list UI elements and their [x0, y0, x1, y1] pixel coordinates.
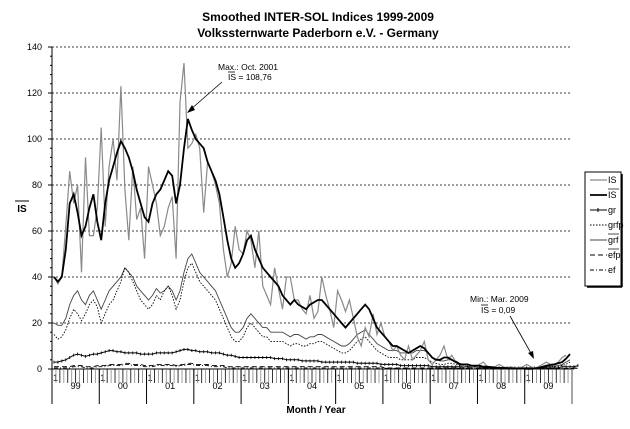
max-annotation-line2: IS = 108,76	[228, 72, 272, 82]
min-annotation-line2: IS = 0,09	[481, 305, 516, 315]
legend-label-grfp: grfp	[608, 220, 624, 230]
min-annotation-line1: Min.: Mar. 2009	[470, 294, 529, 304]
x-year-label: 08	[496, 381, 506, 391]
y-tick-label: 0	[37, 364, 42, 374]
series-group	[53, 63, 579, 370]
x-year-label: 09	[543, 381, 553, 391]
x-year-label: 02	[212, 381, 222, 391]
x-year-label: 00	[118, 381, 128, 391]
chart-title: Smoothed INTER-SOL Indices 1999-2009	[202, 10, 434, 24]
x-month-label: 1	[384, 373, 389, 383]
min-arrow-line	[509, 315, 533, 356]
series-line-is-smoothed	[53, 118, 571, 370]
chart-subtitle: Volkssternwarte Paderborn e.V. - Germany	[197, 26, 439, 40]
x-month-label: 1	[53, 373, 58, 383]
x-month-label: 1	[148, 373, 153, 383]
annotations: Max.: Oct. 2001 IS = 108,76 Min.: Mar. 2…	[187, 62, 534, 359]
legend-label-ef: ef	[608, 265, 616, 275]
max-annotation-line1: Max.: Oct. 2001	[218, 62, 278, 72]
x-year-label: 99	[71, 381, 81, 391]
legend-label-is: IS	[608, 175, 617, 185]
y-tick-label: 40	[32, 272, 42, 282]
y-axis-label: IS	[17, 204, 27, 215]
legend-label-gr: gr	[608, 205, 616, 215]
y-tick-label: 100	[27, 134, 42, 144]
x-year-label: 03	[260, 381, 270, 391]
legend-label-grf: grf	[608, 235, 619, 245]
x-month-label: 1	[526, 373, 531, 383]
x-month-label: 1	[337, 373, 342, 383]
x-year-label: 07	[449, 381, 459, 391]
x-axis-label: Month / Year	[286, 405, 345, 416]
legend: IS IS gr grfp grf efp ef	[584, 171, 624, 288]
x-month-label: 1	[195, 373, 200, 383]
x-axis: 1 1 1 1 1 1 1 1 1 1 1 99 00 01 02 03 04 05 06 07 08 09	[51, 369, 573, 404]
series-line-efp	[54, 362, 578, 369]
x-month-label: 1	[289, 373, 294, 383]
x-year-label: 01	[165, 381, 175, 391]
y-axis: 0 20 40 60 80 100 120 140	[27, 42, 53, 374]
x-month-label: 1	[100, 373, 105, 383]
x-year-label: 05	[354, 381, 364, 391]
series-line-is	[53, 63, 567, 369]
x-year-label: 04	[307, 381, 317, 391]
legend-label-efp: efp	[608, 250, 621, 260]
x-month-label: 1	[431, 373, 436, 383]
y-tick-label: 80	[32, 180, 42, 190]
y-tick-label: 60	[32, 226, 42, 236]
min-arrow-head	[528, 351, 534, 359]
max-arrow-head	[187, 105, 195, 113]
x-year-label: 06	[402, 381, 412, 391]
legend-label-is-smoothed: IS	[608, 190, 617, 200]
y-tick-label: 20	[32, 318, 42, 328]
x-month-label: 1	[478, 373, 483, 383]
max-arrow-line	[189, 81, 223, 111]
x-month-label: 1	[242, 373, 247, 383]
legend-box	[584, 171, 622, 287]
y-tick-label: 120	[27, 88, 42, 98]
y-tick-label: 140	[27, 42, 42, 52]
